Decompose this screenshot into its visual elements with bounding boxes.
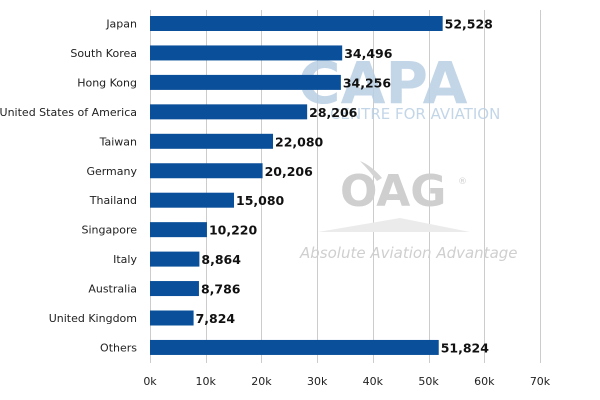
oag-swoosh-icon xyxy=(360,161,382,181)
category-label: Others xyxy=(100,341,137,354)
oag-underline-accent xyxy=(318,218,470,232)
data-label: 34,256 xyxy=(343,75,392,90)
bar xyxy=(150,163,263,179)
category-label: Hong Kong xyxy=(77,76,137,89)
value-labels: 52,528 34,496 34,256 28,206 22,080 20,206 15,0… xyxy=(196,17,493,356)
bar xyxy=(150,339,439,355)
category-label: United Kingdom xyxy=(49,312,137,325)
x-tick-label: 30k xyxy=(307,375,328,388)
gridlines xyxy=(150,10,541,363)
x-tick-label: 40k xyxy=(363,375,384,388)
category-label: Taiwan xyxy=(99,135,137,148)
category-label: South Korea xyxy=(70,47,137,60)
data-label: 8,786 xyxy=(201,282,241,297)
data-label: 52,528 xyxy=(445,17,493,32)
bars xyxy=(150,16,443,355)
bar xyxy=(150,310,194,326)
bar xyxy=(150,192,235,208)
category-label: Singapore xyxy=(82,224,138,237)
x-tick-label: 10k xyxy=(196,375,217,388)
category-label: Italy xyxy=(113,253,137,266)
bar xyxy=(150,281,199,297)
bar xyxy=(150,251,200,267)
data-label: 34,496 xyxy=(344,46,393,61)
x-axis-tick-labels: 0k 10k 20k 30k 40k 50k 60k 70k xyxy=(143,375,550,388)
data-label: 15,080 xyxy=(236,193,285,208)
category-label: Australia xyxy=(88,283,137,296)
data-label: 20,206 xyxy=(265,164,314,179)
category-label: United States of America xyxy=(0,106,137,119)
category-label: Japan xyxy=(105,18,137,31)
bar xyxy=(150,133,274,149)
category-labels: Japan South Korea Hong Kong United States o… xyxy=(0,18,137,355)
bar xyxy=(150,16,443,31)
capa-watermark-tagline: CENTRE FOR AVIATION xyxy=(330,105,500,123)
oag-watermark-tagline: Absolute Aviation Advantage xyxy=(299,244,518,262)
data-label: 10,220 xyxy=(209,223,258,238)
data-label: 51,824 xyxy=(441,340,490,355)
data-label: 28,206 xyxy=(309,105,358,120)
bar xyxy=(150,104,308,120)
bar xyxy=(150,222,207,238)
data-label: 8,864 xyxy=(201,252,241,267)
x-tick-label: 60k xyxy=(474,375,495,388)
oag-registered-mark: ® xyxy=(458,177,467,187)
x-tick-label: 50k xyxy=(418,375,439,388)
bar xyxy=(150,74,341,90)
bar xyxy=(150,45,343,61)
category-label: Germany xyxy=(86,165,137,178)
oag-watermark-logo: OAG xyxy=(340,166,446,217)
x-tick-label: 20k xyxy=(251,375,272,388)
data-label: 22,080 xyxy=(275,134,324,149)
category-label: Thailand xyxy=(89,194,137,207)
data-label: 7,824 xyxy=(196,311,236,326)
x-tick-label: 0k xyxy=(143,375,157,388)
x-tick-label: 70k xyxy=(530,375,551,388)
